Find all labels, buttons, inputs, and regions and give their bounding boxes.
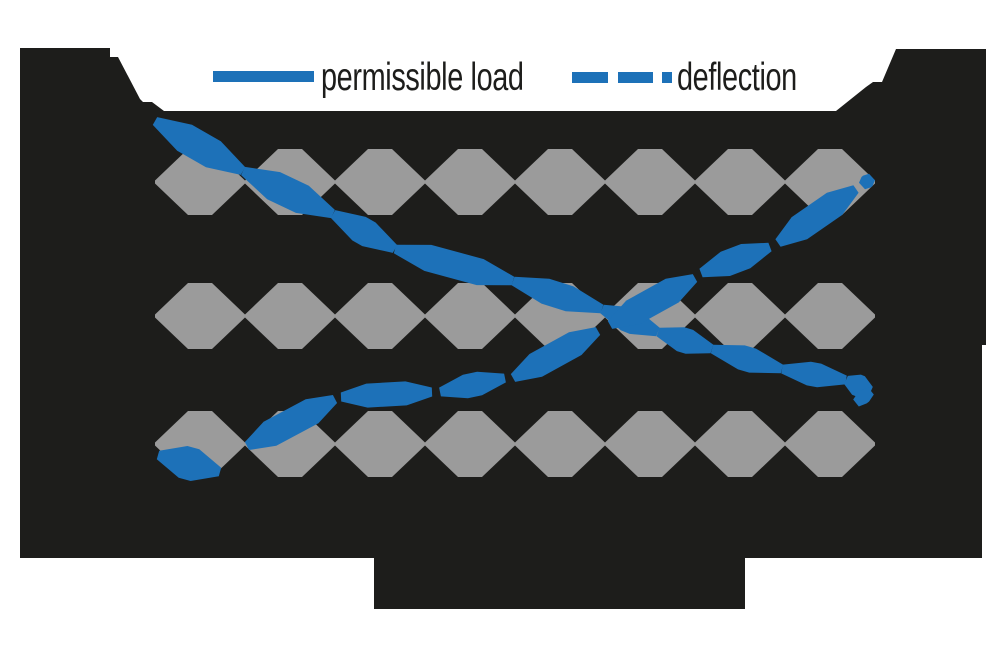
chart: permissible load deflection [20, 48, 986, 609]
chart-svg [20, 48, 986, 609]
